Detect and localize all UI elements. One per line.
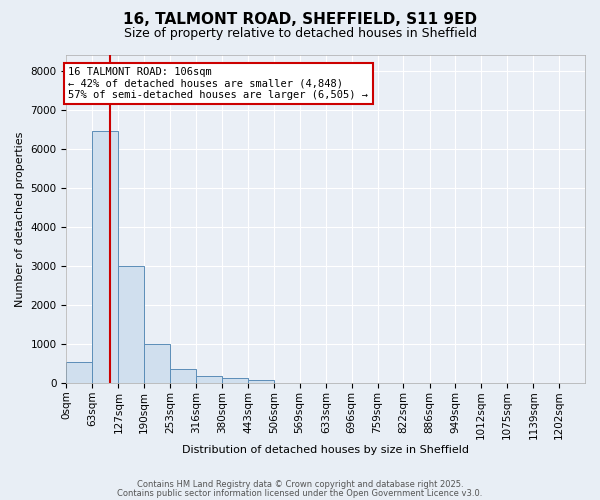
Bar	[170, 370, 196, 383]
Text: 16, TALMONT ROAD, SHEFFIELD, S11 9ED: 16, TALMONT ROAD, SHEFFIELD, S11 9ED	[123, 12, 477, 28]
Bar	[67, 362, 92, 383]
Text: Contains public sector information licensed under the Open Government Licence v3: Contains public sector information licen…	[118, 488, 482, 498]
Bar	[118, 266, 144, 383]
Text: Contains HM Land Registry data © Crown copyright and database right 2025.: Contains HM Land Registry data © Crown c…	[137, 480, 463, 489]
Bar	[92, 131, 118, 383]
Bar	[222, 378, 248, 383]
X-axis label: Distribution of detached houses by size in Sheffield: Distribution of detached houses by size …	[182, 445, 469, 455]
Y-axis label: Number of detached properties: Number of detached properties	[15, 132, 25, 306]
Text: 16 TALMONT ROAD: 106sqm
← 42% of detached houses are smaller (4,848)
57% of semi: 16 TALMONT ROAD: 106sqm ← 42% of detache…	[68, 66, 368, 100]
Bar	[144, 344, 170, 383]
Bar	[248, 380, 274, 383]
Text: Size of property relative to detached houses in Sheffield: Size of property relative to detached ho…	[124, 28, 476, 40]
Bar	[196, 376, 222, 383]
